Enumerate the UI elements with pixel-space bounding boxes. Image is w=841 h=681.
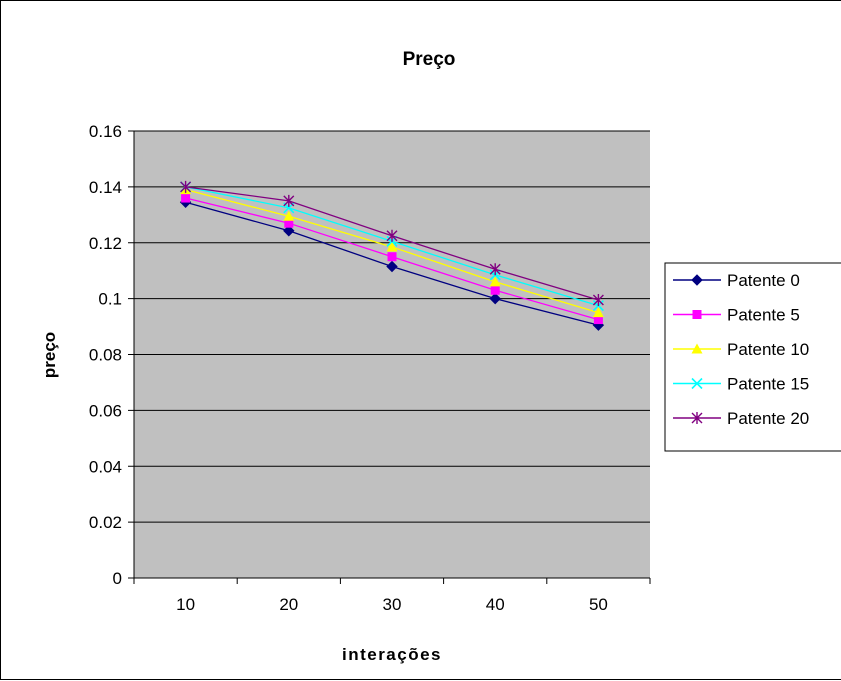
y-tick-label: 0.12 <box>89 234 122 253</box>
data-point <box>284 218 294 228</box>
y-axis-title: preço <box>40 332 59 378</box>
legend-marker <box>692 310 702 319</box>
x-axis-title: interações <box>342 645 442 664</box>
y-tick-label: 0.16 <box>89 122 122 141</box>
legend-label: Patente 10 <box>727 340 809 359</box>
legend-label: Patente 0 <box>727 271 800 290</box>
data-point <box>283 225 295 237</box>
legend-marker <box>691 412 703 424</box>
legend-box <box>664 262 841 452</box>
x-tick-label: 50 <box>589 595 608 614</box>
y-tick-label: 0 <box>113 569 122 588</box>
data-point <box>490 285 500 295</box>
data-point <box>489 263 501 276</box>
chart-title: Preço <box>403 49 456 70</box>
data-point <box>592 294 604 307</box>
y-tick-label: 0.02 <box>89 513 122 532</box>
data-point <box>386 260 398 273</box>
y-tick-label: 0.1 <box>98 290 122 309</box>
data-point <box>489 292 501 305</box>
data-point <box>283 194 295 207</box>
y-tick-label: 0.14 <box>89 178 122 197</box>
y-tick-label: 0.04 <box>89 457 122 476</box>
data-point <box>593 315 603 325</box>
data-point <box>181 193 191 203</box>
data-point <box>592 307 604 318</box>
x-tick-label: 20 <box>279 595 298 614</box>
y-tick-label: 0.08 <box>89 346 122 365</box>
legend-label: Patente 5 <box>727 306 800 325</box>
x-tick-label: 10 <box>176 595 195 614</box>
legend-marker <box>691 274 703 286</box>
x-tick-label: 30 <box>383 595 402 614</box>
data-point <box>386 229 398 242</box>
y-tick-label: 0.06 <box>89 401 122 420</box>
legend-label: Patente 20 <box>727 409 809 428</box>
x-tick-label: 40 <box>486 595 505 614</box>
data-point <box>489 276 501 287</box>
data-point <box>180 180 192 193</box>
legend-label: Patente 15 <box>727 375 809 394</box>
data-point <box>386 241 398 252</box>
legend-marker <box>691 343 703 354</box>
data-point <box>283 210 295 221</box>
data-point <box>387 252 397 262</box>
legend-marker <box>691 377 703 390</box>
